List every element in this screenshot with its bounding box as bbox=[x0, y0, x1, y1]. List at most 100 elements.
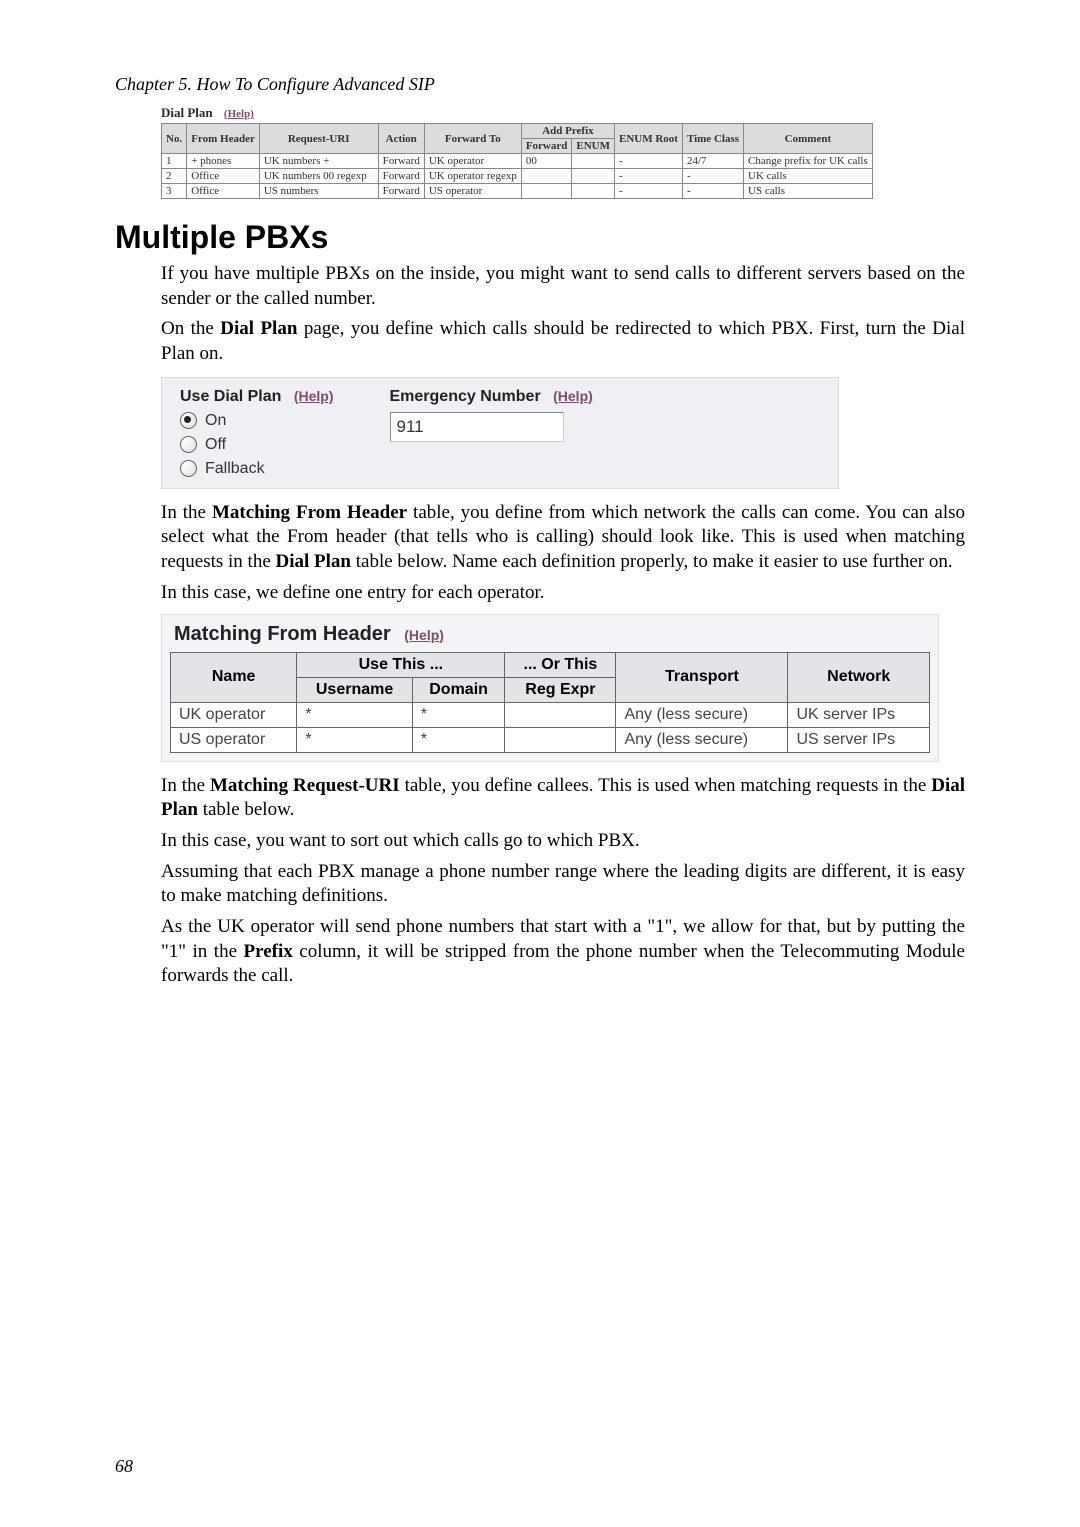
cell: UK numbers 00 regexp bbox=[259, 169, 378, 184]
cell: UK calls bbox=[744, 169, 873, 184]
col-request-uri: Request-URI bbox=[259, 124, 378, 154]
col-time-class: Time Class bbox=[682, 124, 743, 154]
col-reg-expr: Reg Expr bbox=[505, 677, 616, 702]
radio-icon bbox=[180, 460, 197, 477]
text: table, you define callees. This is used … bbox=[400, 775, 932, 796]
paragraph: In this case, you want to sort out which… bbox=[161, 829, 965, 854]
dial-plan-help-link[interactable]: (Help) bbox=[224, 108, 254, 120]
text: table below. Name each definition proper… bbox=[351, 551, 953, 572]
cell: * bbox=[297, 702, 412, 727]
col-domain: Domain bbox=[412, 677, 505, 702]
text: In the bbox=[161, 775, 210, 796]
col-username: Username bbox=[297, 677, 412, 702]
mfh-help-link[interactable]: (Help) bbox=[404, 627, 444, 643]
cell: Office bbox=[187, 169, 260, 184]
bold: Dial Plan bbox=[220, 318, 297, 339]
cell: UK operator regexp bbox=[424, 169, 521, 184]
cell: 3 bbox=[162, 184, 187, 199]
cell: 00 bbox=[521, 154, 572, 169]
cell bbox=[572, 169, 615, 184]
matching-from-header-table: Name Use This ... ... Or This Transport … bbox=[170, 652, 930, 753]
mfh-title-text: Matching From Header bbox=[174, 623, 391, 645]
mfh-heading: Matching From Header (Help) bbox=[174, 623, 930, 646]
cell: US operator bbox=[171, 727, 297, 752]
cell: 24/7 bbox=[682, 154, 743, 169]
emergency-help-link[interactable]: (Help) bbox=[553, 388, 593, 404]
emergency-heading: Emergency Number (Help) bbox=[390, 388, 593, 406]
use-dial-plan-panel: Use Dial Plan (Help) On Off Fallback Eme… bbox=[161, 377, 839, 489]
col-network: Network bbox=[788, 652, 930, 702]
mfh-row: US operator * * Any (less secure) US ser… bbox=[171, 727, 930, 752]
col-enum-root: ENUM Root bbox=[614, 124, 682, 154]
col-add-prefix: Add Prefix bbox=[521, 124, 614, 139]
cell: - bbox=[614, 184, 682, 199]
cell bbox=[521, 169, 572, 184]
cell: Forward bbox=[378, 184, 424, 199]
cell: - bbox=[682, 169, 743, 184]
cell bbox=[521, 184, 572, 199]
col-forward-to: Forward To bbox=[424, 124, 521, 154]
col-or-this: ... Or This bbox=[505, 652, 616, 677]
emergency-title: Emergency Number bbox=[390, 388, 541, 405]
paragraph: On the Dial Plan page, you define which … bbox=[161, 317, 965, 366]
dial-plan-title: Dial Plan (Help) bbox=[161, 105, 965, 121]
col-no: No. bbox=[162, 124, 187, 154]
dial-plan-row: 1 + phones UK numbers + Forward UK opera… bbox=[162, 154, 873, 169]
col-from-header: From Header bbox=[187, 124, 260, 154]
use-dial-plan-title: Use Dial Plan bbox=[180, 388, 281, 405]
radio-fallback[interactable]: Fallback bbox=[180, 460, 334, 478]
paragraph: In the Matching Request-URI table, you d… bbox=[161, 774, 965, 823]
dial-plan-row: 2 Office UK numbers 00 regexp Forward UK… bbox=[162, 169, 873, 184]
bold: Prefix bbox=[244, 941, 293, 962]
chapter-header: Chapter 5. How To Configure Advanced SIP bbox=[115, 74, 965, 95]
dial-plan-table: No. From Header Request-URI Action Forwa… bbox=[161, 123, 873, 199]
bold: Matching From Header bbox=[212, 502, 407, 523]
radio-icon bbox=[180, 412, 197, 429]
col-use-this: Use This ... bbox=[297, 652, 505, 677]
matching-from-header-panel: Matching From Header (Help) Name Use Thi… bbox=[161, 614, 939, 762]
col-transport: Transport bbox=[616, 652, 788, 702]
cell: UK operator bbox=[171, 702, 297, 727]
bold: Matching Request-URI bbox=[210, 775, 400, 796]
col-prefix-enum: ENUM bbox=[572, 139, 615, 154]
radio-label: Off bbox=[205, 436, 226, 454]
cell: - bbox=[614, 169, 682, 184]
cell: - bbox=[614, 154, 682, 169]
bold: Dial Plan bbox=[276, 551, 351, 572]
cell: US calls bbox=[744, 184, 873, 199]
text: In the bbox=[161, 502, 212, 523]
use-dial-plan-heading: Use Dial Plan (Help) bbox=[180, 388, 334, 406]
paragraph: In this case, we define one entry for ea… bbox=[161, 581, 965, 606]
use-dial-plan-help-link[interactable]: (Help) bbox=[294, 388, 334, 404]
radio-on[interactable]: On bbox=[180, 412, 334, 430]
cell: US operator bbox=[424, 184, 521, 199]
radio-label: On bbox=[205, 412, 226, 430]
cell: * bbox=[412, 727, 505, 752]
cell: 1 bbox=[162, 154, 187, 169]
emergency-input[interactable] bbox=[390, 412, 564, 442]
col-prefix-forward: Forward bbox=[521, 139, 572, 154]
cell: UK server IPs bbox=[788, 702, 930, 727]
dial-plan-title-text: Dial Plan bbox=[161, 105, 213, 120]
cell: UK operator bbox=[424, 154, 521, 169]
radio-off[interactable]: Off bbox=[180, 436, 334, 454]
cell: - bbox=[682, 184, 743, 199]
cell: UK numbers + bbox=[259, 154, 378, 169]
section-heading: Multiple PBXs bbox=[115, 219, 965, 256]
cell bbox=[505, 702, 616, 727]
cell: + phones bbox=[187, 154, 260, 169]
cell: Forward bbox=[378, 169, 424, 184]
cell bbox=[505, 727, 616, 752]
cell: Office bbox=[187, 184, 260, 199]
paragraph: In the Matching From Header table, you d… bbox=[161, 501, 965, 575]
cell: Any (less secure) bbox=[616, 702, 788, 727]
dial-plan-figure: Dial Plan (Help) No. From Header Request… bbox=[161, 105, 965, 199]
cell bbox=[572, 154, 615, 169]
cell: US numbers bbox=[259, 184, 378, 199]
col-name: Name bbox=[171, 652, 297, 702]
col-action: Action bbox=[378, 124, 424, 154]
cell: * bbox=[297, 727, 412, 752]
dial-plan-row: 3 Office US numbers Forward US operator … bbox=[162, 184, 873, 199]
text: On the bbox=[161, 318, 220, 339]
paragraph: Assuming that each PBX manage a phone nu… bbox=[161, 860, 965, 909]
